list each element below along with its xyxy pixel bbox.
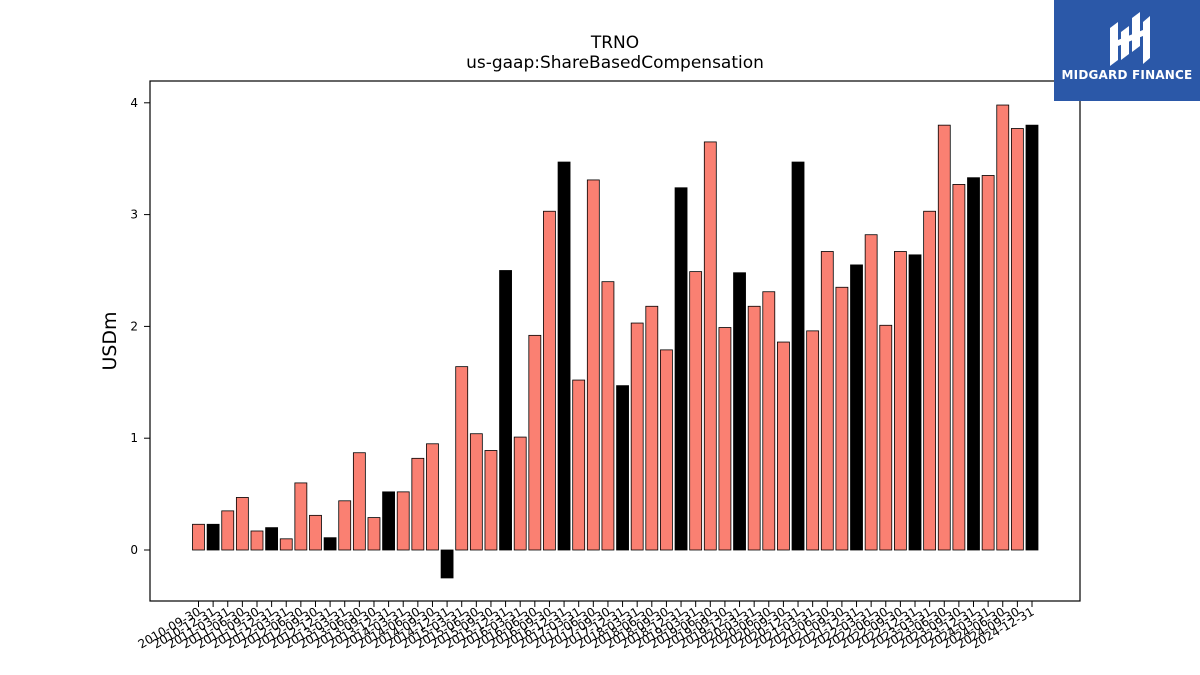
bar-2020-09-30: [777, 341, 790, 551]
bar-2015-09-30: [484, 450, 498, 551]
x-axis: 2010-09-302010-12-312011-03-312011-06-30…: [136, 601, 1037, 651]
chart-title: TRNO: [590, 33, 639, 53]
bar-2020-06-30: [762, 291, 776, 551]
bar-2010-12-31: [206, 523, 220, 551]
y-tick-label: 1: [130, 431, 138, 445]
plot-frame: [149, 80, 1081, 602]
bar-2022-06-30: [879, 324, 893, 551]
bar-2023-09-30: [952, 184, 966, 551]
bar-2018-09-30: [660, 349, 673, 551]
bar-2023-12-31: [967, 177, 980, 551]
bar-2017-09-30: [601, 281, 615, 551]
bar-2024-09-30: [1010, 128, 1024, 551]
bar-2011-09-30: [250, 530, 264, 551]
brand-name: MIDGARD FINANCE: [1061, 68, 1193, 82]
bars: [192, 104, 1039, 579]
chart-subtitle: us-gaap:ShareBasedCompensation: [466, 53, 764, 73]
bar-2022-09-30: [894, 251, 907, 551]
bar-2011-06-30: [235, 497, 249, 551]
bar-2010-09-30: [192, 523, 205, 551]
bar-2017-12-31: [616, 385, 629, 551]
bar-2022-03-31: [864, 234, 878, 551]
y-tick-label: 2: [130, 319, 138, 333]
bar-2024-12-31: [1025, 124, 1039, 551]
bar-2013-06-30: [352, 452, 366, 551]
bar-2022-12-31: [908, 254, 922, 551]
bar-2012-12-31: [323, 537, 337, 551]
bar-2020-03-31: [747, 305, 761, 551]
bar-2018-03-31: [630, 322, 644, 551]
bar-2018-12-31: [674, 187, 688, 551]
midgard-logo-icon: [1110, 12, 1150, 66]
bar-2021-06-30: [820, 251, 834, 551]
bar-2017-03-31: [572, 379, 586, 551]
bar-2023-06-30: [937, 124, 951, 551]
bar-2019-09-30: [718, 327, 732, 551]
bar-2013-12-31: [382, 491, 395, 551]
brand-logo: MIDGARD FINANCE: [1054, 0, 1200, 101]
bar-2016-12-31: [557, 161, 571, 551]
bar-2011-12-31: [265, 527, 279, 551]
bar-2014-12-31: [440, 549, 454, 579]
y-tick-label: 0: [130, 543, 138, 557]
bar-2013-03-31: [338, 500, 352, 551]
bar-2019-03-31: [689, 271, 703, 551]
y-axis: 0 1 2 3 4: [130, 96, 150, 557]
bar-2019-06-30: [703, 141, 717, 551]
bar-2021-03-31: [806, 330, 820, 551]
bar-2020-12-31: [791, 161, 805, 551]
bar-2013-09-30: [367, 517, 381, 551]
bar-2015-03-31: [455, 366, 469, 551]
bar-2021-09-30: [835, 286, 849, 551]
bar-2014-06-30: [411, 457, 425, 551]
bar-2018-06-30: [645, 305, 659, 551]
bar-2016-03-31: [513, 436, 527, 551]
bar-2016-06-30: [528, 334, 542, 551]
bar-2012-09-30: [309, 514, 322, 551]
bar-2014-03-31: [396, 491, 410, 551]
bar-2011-03-31: [221, 510, 235, 551]
bar-2016-09-30: [543, 210, 556, 551]
bar-2012-03-31: [279, 538, 293, 551]
bar-2015-06-30: [469, 433, 483, 551]
bar-2024-03-31: [981, 175, 995, 551]
bar-2021-12-31: [850, 264, 863, 551]
bar-2014-09-30: [426, 443, 439, 551]
bar-2023-03-31: [923, 210, 937, 551]
bar-2019-12-31: [733, 272, 746, 551]
y-tick-label: 3: [130, 208, 138, 222]
y-tick-label: 4: [130, 96, 138, 110]
bar-2017-06-30: [586, 179, 600, 551]
bar-2015-12-31: [499, 270, 512, 551]
y-axis-label: USDm: [99, 311, 121, 370]
bar-2012-06-30: [294, 482, 308, 551]
bar-2024-06-30: [996, 104, 1010, 551]
